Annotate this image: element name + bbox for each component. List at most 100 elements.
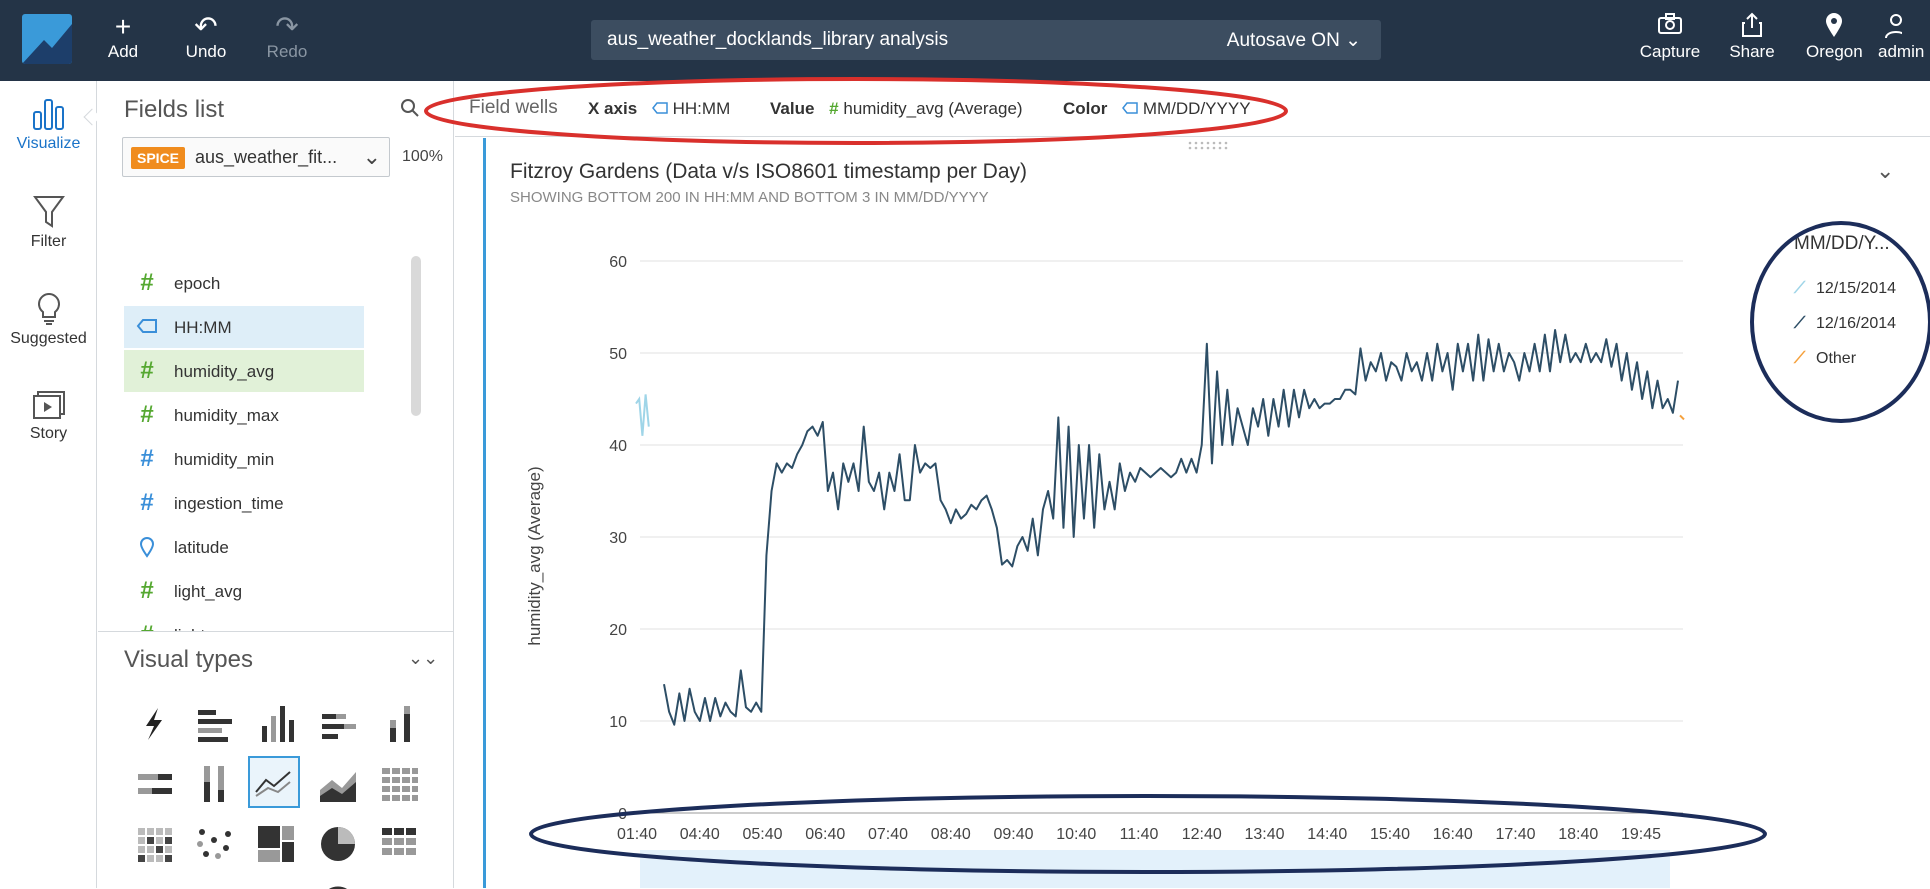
- spice-percent: 100%: [402, 148, 443, 165]
- x-axis-well[interactable]: X axis HH:MM: [588, 99, 731, 118]
- nav-filter[interactable]: Filter: [0, 195, 97, 251]
- stacked-vertical-bar-icon[interactable]: [372, 698, 424, 750]
- capture-button[interactable]: Capture: [1638, 12, 1702, 62]
- stacked-horizontal-bar-icon[interactable]: [312, 698, 364, 750]
- x-tick-label: 19:45: [1621, 826, 1661, 843]
- legend-item-12-16-2014[interactable]: ⟋ 12/16/2014: [1794, 315, 1897, 332]
- x-tick-label: 11:40: [1120, 826, 1159, 843]
- x-tick-label: 13:40: [1244, 826, 1284, 843]
- vertical-bar-icon[interactable]: [250, 698, 302, 750]
- x-tick-label: 04:40: [680, 826, 720, 843]
- pivot-table-icon[interactable]: [372, 758, 424, 810]
- color-well[interactable]: Color MM/DD/YYYY: [1063, 99, 1251, 118]
- quicksight-logo[interactable]: [22, 14, 72, 64]
- measure-hash-icon: #: [140, 577, 154, 604]
- x-tick-label: 18:40: [1558, 826, 1598, 843]
- field-item-humidity-min[interactable]: # humidity_min: [124, 438, 364, 480]
- field-item-light-avg[interactable]: # light_avg: [124, 570, 364, 612]
- y-axis-label: humidity_avg (Average): [525, 466, 544, 645]
- x-tick-label: 17:40: [1495, 826, 1535, 843]
- field-item-humidity-max[interactable]: # humidity_max: [124, 394, 364, 436]
- area-chart-icon[interactable]: [312, 758, 364, 810]
- series-line-12-16-2014: [663, 329, 1679, 726]
- y-tick-label: 40: [609, 438, 627, 455]
- chevron-down-icon: ⌄: [1345, 30, 1361, 51]
- dimension-tag-icon: [134, 316, 160, 338]
- search-icon[interactable]: [400, 98, 420, 118]
- x-tick-label: 12:40: [1182, 826, 1222, 843]
- nav-suggested[interactable]: Suggested: [0, 292, 97, 348]
- table-icon[interactable]: [372, 818, 424, 870]
- field-item-latitude[interactable]: latitude: [124, 526, 364, 568]
- y-tick-label: 60: [609, 254, 627, 271]
- dimension-tag-icon: [1122, 102, 1138, 114]
- analysis-title[interactable]: aus_weather_docklands_library analysis: [607, 29, 949, 50]
- annotation-ellipse-x-axis: [529, 794, 1767, 874]
- field-item-epoch[interactable]: # epoch: [124, 262, 364, 304]
- scatter-plot-icon[interactable]: [188, 818, 240, 870]
- series-line-12-15-2014: [635, 394, 650, 436]
- geo-pin-icon: [134, 536, 160, 562]
- tree-map-icon[interactable]: [250, 818, 302, 870]
- fields-list-title: Fields list: [124, 96, 225, 123]
- undo-icon: ↶: [194, 11, 218, 42]
- visual-menu-chevron-icon[interactable]: ⌄: [1876, 158, 1895, 183]
- share-button[interactable]: Share: [1728, 12, 1776, 62]
- hash-icon: #: [140, 445, 154, 472]
- redo-icon: ↷: [275, 11, 299, 42]
- field-item-ingestion-time[interactable]: # ingestion_time: [124, 482, 364, 524]
- visual-type-grid: [98, 632, 454, 889]
- resize-handle-icon[interactable]: [1186, 137, 1232, 150]
- undo-button[interactable]: ↶ Undo: [180, 12, 232, 62]
- x-tick-label: 05:40: [742, 826, 782, 843]
- annotation-ellipse-legend: [1750, 221, 1930, 423]
- nav-story[interactable]: Story: [0, 389, 97, 443]
- value-well[interactable]: Value # humidity_avg (Average): [770, 99, 1023, 118]
- dimension-tag-icon: [651, 102, 668, 114]
- line-swatch-icon: ⟋: [1794, 280, 1806, 297]
- x-tick-label: 16:40: [1433, 826, 1473, 843]
- top-toolbar: + Add ↶ Undo ↷ Redo aus_weather_dockland…: [0, 0, 1930, 81]
- hash-icon: #: [140, 489, 154, 516]
- horizontal-bar-icon[interactable]: [188, 698, 240, 750]
- percent-horizontal-bar-icon[interactable]: [128, 758, 180, 810]
- x-tick-label: 08:40: [931, 826, 971, 843]
- region-button[interactable]: Oregon: [1806, 12, 1863, 62]
- legend-item-12-15-2014[interactable]: ⟋ 12/15/2014: [1794, 280, 1897, 297]
- dataset-selector[interactable]: SPICE aus_weather_fit... ⌄: [122, 137, 390, 177]
- autosave-dropdown[interactable]: Autosave ON ⌄: [1226, 30, 1361, 51]
- nav-visualize[interactable]: Visualize: [0, 97, 97, 153]
- visual-types-title: Visual types: [124, 646, 253, 673]
- x-axis-range-scrollbar[interactable]: [640, 850, 1670, 888]
- story-icon: [32, 391, 65, 419]
- x-tick-label: 06:40: [805, 826, 845, 843]
- autograph-visual-icon[interactable]: [128, 698, 180, 750]
- collapse-chevron-icon[interactable]: ⌄⌄: [408, 648, 439, 668]
- field-item-humidity-avg[interactable]: # humidity_avg: [124, 350, 364, 392]
- series-line-other: [1679, 414, 1685, 421]
- measure-hash-icon: #: [140, 269, 154, 296]
- pie-chart-icon[interactable]: [312, 818, 364, 870]
- analysis-title-bar[interactable]: aus_weather_docklands_library analysis A…: [591, 20, 1381, 60]
- legend-title: MM/DD/Y...: [1794, 233, 1890, 254]
- location-pin-icon: [1806, 12, 1862, 42]
- redo-button[interactable]: ↷ Redo: [264, 12, 310, 62]
- add-button[interactable]: + Add: [103, 12, 143, 62]
- dataset-name: aus_weather_fit...: [195, 147, 338, 167]
- y-tick-label: 10: [609, 714, 627, 731]
- measure-hash-icon: #: [829, 99, 839, 118]
- y-tick-label: 20: [609, 622, 627, 639]
- x-tick-label: 15:40: [1370, 826, 1410, 843]
- fields-scrollbar[interactable]: [411, 256, 421, 416]
- funnel-icon: [32, 196, 65, 228]
- line-chart-icon-selected[interactable]: [248, 756, 300, 808]
- legend-item-other[interactable]: ⟋ Other: [1794, 350, 1857, 367]
- line-swatch-icon: ⟋: [1794, 350, 1806, 367]
- user-menu-button[interactable]: admin: [1878, 12, 1930, 62]
- percent-vertical-bar-icon[interactable]: [188, 758, 240, 810]
- left-nav: Visualize Filter Suggested Story: [0, 81, 101, 888]
- line-swatch-icon: ⟋: [1794, 315, 1806, 332]
- heat-map-icon[interactable]: [128, 818, 180, 870]
- field-item-hhmm[interactable]: HH:MM: [124, 306, 364, 348]
